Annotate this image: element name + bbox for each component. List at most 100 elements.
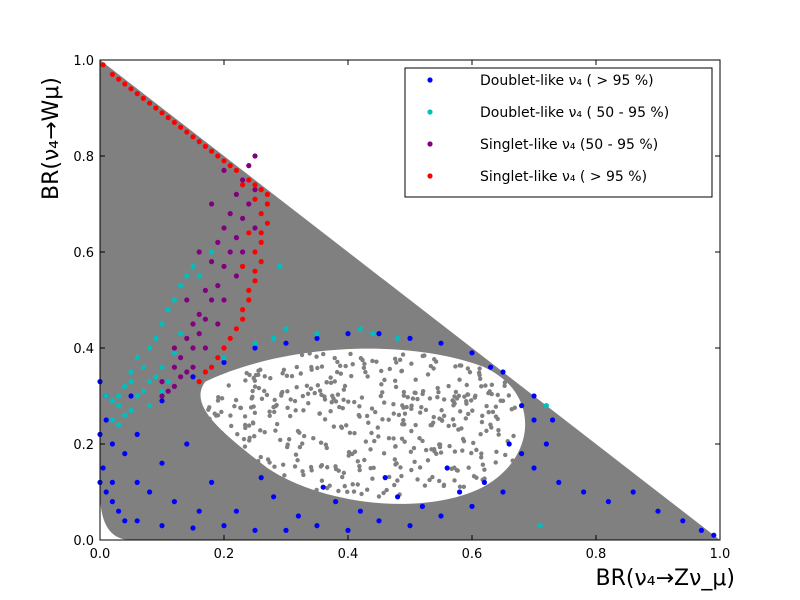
data-point-series-0 bbox=[320, 484, 326, 490]
data-point-series-0 bbox=[100, 465, 106, 471]
background-point bbox=[227, 456, 232, 462]
background-point bbox=[375, 425, 380, 430]
background-point bbox=[372, 438, 377, 444]
background-point bbox=[420, 388, 426, 394]
data-point-series-2 bbox=[171, 364, 177, 370]
y-tick-label: 0.6 bbox=[73, 246, 94, 261]
background-point bbox=[332, 355, 337, 361]
background-point bbox=[438, 450, 444, 455]
background-point bbox=[318, 440, 324, 445]
background-point bbox=[402, 411, 408, 416]
background-point bbox=[246, 423, 252, 428]
data-point-series-0 bbox=[147, 489, 153, 495]
data-point-series-1 bbox=[370, 331, 376, 337]
background-point bbox=[441, 397, 447, 402]
background-point bbox=[357, 404, 362, 409]
background-point bbox=[273, 428, 278, 433]
data-point-series-3 bbox=[227, 163, 233, 169]
background-point bbox=[483, 383, 488, 388]
background-point bbox=[219, 455, 224, 461]
background-point bbox=[268, 375, 273, 381]
background-point bbox=[402, 439, 407, 444]
background-point bbox=[510, 458, 515, 463]
background-point bbox=[433, 359, 439, 364]
data-point-series-2 bbox=[233, 235, 239, 241]
data-point-series-2 bbox=[184, 297, 190, 303]
data-point-series-0 bbox=[184, 441, 190, 447]
background-point bbox=[420, 353, 425, 359]
background-point bbox=[287, 488, 293, 493]
background-point bbox=[285, 405, 290, 411]
data-point-series-3 bbox=[109, 71, 115, 77]
background-point bbox=[478, 431, 483, 437]
data-point-series-1 bbox=[190, 263, 196, 269]
background-point bbox=[274, 421, 280, 427]
background-point bbox=[262, 374, 267, 379]
background-point bbox=[376, 494, 382, 499]
data-point-series-1 bbox=[103, 393, 109, 399]
background-point bbox=[252, 410, 258, 416]
background-point bbox=[392, 482, 397, 488]
background-point bbox=[315, 365, 320, 371]
data-point-series-0 bbox=[457, 489, 463, 495]
data-point-series-1 bbox=[171, 297, 177, 303]
background-point bbox=[256, 468, 261, 473]
data-point-series-1 bbox=[537, 523, 543, 529]
data-point-series-0 bbox=[556, 479, 562, 485]
data-point-series-0 bbox=[444, 465, 450, 471]
background-point bbox=[355, 482, 360, 487]
background-point bbox=[322, 417, 328, 422]
data-point-series-2 bbox=[209, 259, 215, 265]
background-point bbox=[289, 373, 295, 379]
background-point bbox=[380, 390, 385, 395]
background-point bbox=[219, 409, 224, 415]
background-point bbox=[215, 413, 221, 418]
background-point bbox=[364, 487, 370, 492]
background-point bbox=[332, 379, 337, 384]
data-point-series-0 bbox=[116, 508, 122, 514]
background-point bbox=[264, 468, 269, 474]
background-point bbox=[252, 378, 258, 383]
background-point bbox=[319, 478, 325, 483]
background-point bbox=[392, 356, 398, 362]
data-point-series-0 bbox=[519, 451, 525, 457]
data-point-series-3 bbox=[258, 230, 264, 236]
background-point bbox=[341, 470, 347, 476]
data-point-series-3 bbox=[209, 364, 215, 370]
data-point-series-0 bbox=[481, 479, 487, 485]
data-point-series-3 bbox=[196, 139, 202, 145]
data-point-series-1 bbox=[357, 326, 363, 332]
data-point-series-0 bbox=[407, 335, 413, 341]
data-point-series-0 bbox=[159, 460, 165, 466]
background-point bbox=[237, 460, 243, 465]
background-point bbox=[339, 425, 345, 430]
background-point bbox=[467, 369, 473, 375]
background-point bbox=[238, 405, 243, 411]
background-point bbox=[231, 452, 236, 458]
background-point bbox=[509, 407, 514, 412]
data-point-series-2 bbox=[171, 345, 177, 351]
legend-label: Doublet-like ν₄ ( 50 - 95 %) bbox=[480, 105, 669, 121]
data-point-series-3 bbox=[221, 158, 227, 164]
background-point bbox=[282, 473, 287, 478]
data-point-series-0 bbox=[345, 527, 351, 534]
data-point-series-0 bbox=[500, 369, 506, 375]
data-point-series-2 bbox=[202, 345, 208, 351]
background-point bbox=[430, 474, 435, 480]
background-point bbox=[252, 384, 258, 389]
background-point bbox=[304, 383, 310, 388]
background-point bbox=[477, 366, 482, 371]
data-point-series-2 bbox=[227, 249, 233, 255]
data-point-series-3 bbox=[258, 239, 264, 245]
data-point-series-1 bbox=[252, 340, 258, 346]
background-point bbox=[479, 451, 484, 456]
data-point-series-2 bbox=[159, 393, 165, 399]
background-point bbox=[399, 473, 404, 479]
background-point bbox=[324, 380, 329, 385]
background-point bbox=[399, 436, 405, 441]
data-point-series-0 bbox=[469, 350, 475, 356]
background-point bbox=[471, 473, 477, 479]
background-point bbox=[490, 409, 496, 415]
background-point bbox=[463, 416, 468, 421]
data-point-series-3 bbox=[240, 307, 246, 313]
